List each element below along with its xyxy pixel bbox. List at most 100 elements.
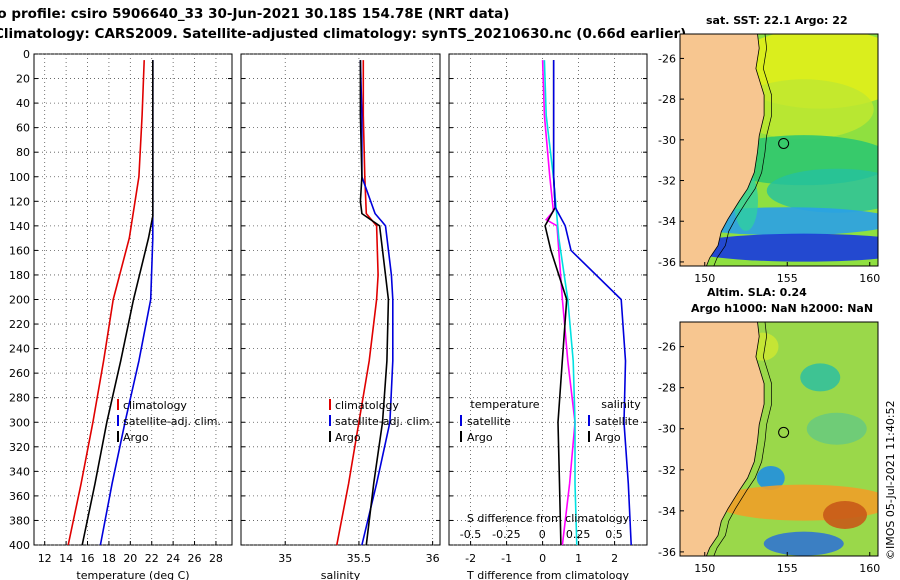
map-y-tick-label: -34	[658, 215, 676, 228]
y-tick-label: 340	[9, 465, 30, 478]
argo-position-marker	[778, 137, 790, 149]
map-y-tick-label: -32	[658, 175, 676, 188]
x-tick-label: 1	[575, 552, 582, 565]
y-tick-label: 320	[9, 441, 30, 454]
map-field-patch	[800, 363, 841, 392]
x2-tick-label: -0.5	[460, 528, 481, 541]
x2-tick-label: 0.5	[605, 528, 623, 541]
legend-label: satellite-adj. clim.	[335, 415, 433, 428]
x-tick-label: 2	[611, 552, 618, 565]
legend-label: climatology	[123, 399, 187, 412]
title-line-1: Argo profile: csiro 5906640_33 30-Jun-20…	[0, 6, 510, 22]
y-tick-label: 200	[9, 294, 30, 307]
map-field-patch	[763, 531, 844, 556]
title-line-2: Climatology: CARS2009. Satellite-adjuste…	[0, 26, 687, 42]
x-tick-label: 28	[209, 552, 223, 565]
x-tick-label: -2	[465, 552, 476, 565]
map-y-tick-label: -30	[658, 134, 676, 147]
map-y-tick-label: -36	[658, 546, 676, 559]
map-x-tick-label: 160	[859, 272, 880, 285]
x-tick-label: 12	[38, 552, 52, 565]
map-field-patch	[823, 500, 867, 529]
x-tick-label: 24	[166, 552, 180, 565]
map-field-patch	[683, 233, 878, 262]
x-tick-label: 20	[123, 552, 137, 565]
map-y-tick-label: -32	[658, 464, 676, 477]
x-tick-label: 18	[102, 552, 116, 565]
legend-label: Argo	[467, 431, 493, 444]
map-frame	[679, 321, 879, 557]
argo-position-marker	[778, 426, 790, 438]
map-y-tick-label: -34	[658, 505, 676, 518]
map-content	[680, 322, 878, 556]
y-tick-label: 300	[9, 416, 30, 429]
x-tick-label: 26	[188, 552, 202, 565]
map-y-tick-label: -28	[658, 93, 676, 106]
y-tick-label: 400	[9, 539, 30, 552]
map-x-tick-label: 155	[777, 272, 798, 285]
y-tick-label: 280	[9, 392, 30, 405]
legend-label: Argo	[595, 431, 621, 444]
x-tick-label: 36	[426, 552, 440, 565]
y-tick-label: 380	[9, 514, 30, 527]
x-tick-label: 35.5	[347, 552, 372, 565]
map-field-patch	[733, 79, 874, 140]
y-tick-label: 60	[16, 122, 30, 135]
y-tick-label: 360	[9, 490, 30, 503]
y-tick-label: 160	[9, 244, 30, 257]
legend-label: climatology	[335, 399, 399, 412]
x-axis-label-difference: T difference from climatology	[466, 569, 629, 580]
series-argo	[81, 60, 154, 546]
legend-label: satellite	[595, 415, 639, 428]
x-tick-label: -1	[501, 552, 512, 565]
x-axis-label-temperature: temperature (deg C)	[76, 569, 189, 580]
y-tick-label: 180	[9, 269, 30, 282]
panel-frame-salinity	[240, 53, 441, 546]
map-frame	[679, 33, 879, 267]
y-tick-label: 100	[9, 171, 30, 184]
sla-map-title-2: Argo h1000: NaN h2000: NaN	[691, 302, 874, 315]
series-climatology	[336, 60, 379, 546]
map-land	[680, 322, 765, 556]
x-axis-label-salinity: salinity	[321, 569, 361, 580]
map-y-tick-label: -26	[658, 52, 676, 65]
legend-title-salinity: salinity	[601, 398, 641, 411]
x-tick-label: 16	[81, 552, 95, 565]
x2-tick-label: -0.25	[492, 528, 520, 541]
series-salinity-satellite	[552, 60, 632, 546]
map-x-tick-label: 160	[859, 562, 880, 575]
y-tick-label: 260	[9, 367, 30, 380]
x-tick-label: 14	[59, 552, 73, 565]
series-climatology	[67, 60, 145, 546]
x2-tick-label: 0	[539, 528, 546, 541]
map-shelf-contour	[713, 322, 772, 556]
x-tick-label: 35	[278, 552, 292, 565]
map-y-tick-label: -26	[658, 341, 676, 354]
y-tick-label: 140	[9, 220, 30, 233]
y-tick-label: 240	[9, 343, 30, 356]
map-x-tick-label: 155	[777, 562, 798, 575]
map-content	[680, 34, 878, 266]
legend-label: Argo	[335, 431, 361, 444]
map-sla_map	[679, 321, 879, 557]
map-shelf-contour	[713, 34, 772, 266]
sla-map-title-1: Altim. SLA: 0.24	[707, 286, 807, 299]
map-y-tick-label: -28	[658, 382, 676, 395]
map-x-tick-label: 150	[694, 562, 715, 575]
x2-axis-label: S difference from climatology	[467, 512, 630, 525]
y-tick-label: 40	[16, 97, 30, 110]
legend-label: Argo	[123, 431, 149, 444]
map-land	[680, 34, 765, 266]
y-tick-label: 80	[16, 146, 30, 159]
x-tick-label: 0	[539, 552, 546, 565]
y-tick-label: 0	[23, 48, 30, 61]
legend-label: satellite-adj. clim.	[123, 415, 221, 428]
y-tick-label: 20	[16, 73, 30, 86]
sst-map-title: sat. SST: 22.1 Argo: 22	[706, 14, 848, 27]
x2-tick-label: 0.25	[566, 528, 591, 541]
map-y-tick-label: -36	[658, 256, 676, 269]
x-tick-label: 22	[145, 552, 159, 565]
map-sst_map	[679, 33, 879, 267]
series-temperature-satellite	[543, 60, 578, 546]
y-tick-label: 220	[9, 318, 30, 331]
